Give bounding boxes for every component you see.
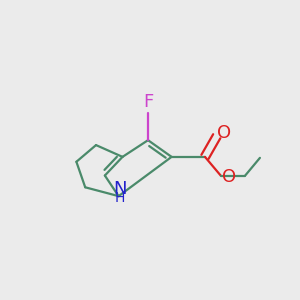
Text: N: N <box>113 180 127 198</box>
Text: H: H <box>115 190 125 205</box>
Text: O: O <box>222 168 237 186</box>
Text: F: F <box>143 93 153 111</box>
Text: O: O <box>217 124 231 142</box>
